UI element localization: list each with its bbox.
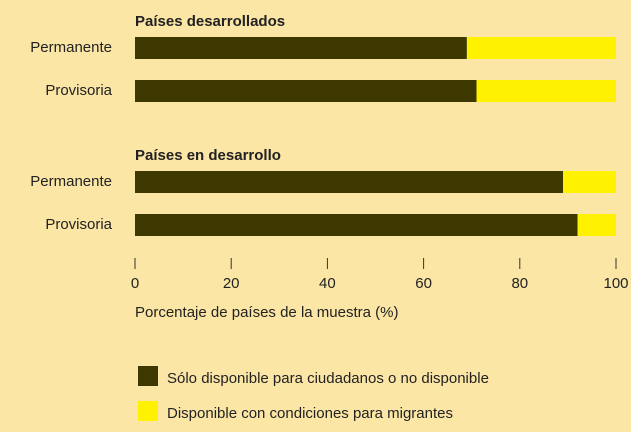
category-label: Provisoria — [45, 82, 112, 99]
x-tick-label: 40 — [319, 275, 336, 292]
bar-segment — [135, 37, 467, 59]
category-label: Provisoria — [45, 216, 112, 233]
legend-swatch — [138, 401, 158, 421]
legend-label: Sólo disponible para ciudadanos o no dis… — [167, 370, 489, 387]
bar-segment — [135, 171, 564, 193]
legend-swatch — [138, 366, 158, 386]
x-tick-label: 100 — [603, 275, 628, 292]
x-tick-label: 80 — [511, 275, 528, 292]
panel-title: Países desarrollados — [135, 13, 285, 30]
bar-segment — [577, 214, 616, 236]
category-label: Permanente — [30, 39, 112, 56]
x-tick-label: 0 — [131, 275, 139, 292]
panel-title: Países en desarrollo — [135, 147, 281, 164]
bar-segment — [466, 37, 616, 59]
bar-segment — [135, 80, 477, 102]
category-label: Permanente — [30, 173, 112, 190]
x-tick-label: 60 — [415, 275, 432, 292]
bar-segment — [135, 214, 578, 236]
bar-segment — [476, 80, 616, 102]
bar-segment — [563, 171, 616, 193]
x-axis-label: Porcentaje de países de la muestra (%) — [135, 304, 398, 321]
legend-label: Disponible con condiciones para migrante… — [167, 405, 453, 422]
x-tick-label: 20 — [223, 275, 240, 292]
